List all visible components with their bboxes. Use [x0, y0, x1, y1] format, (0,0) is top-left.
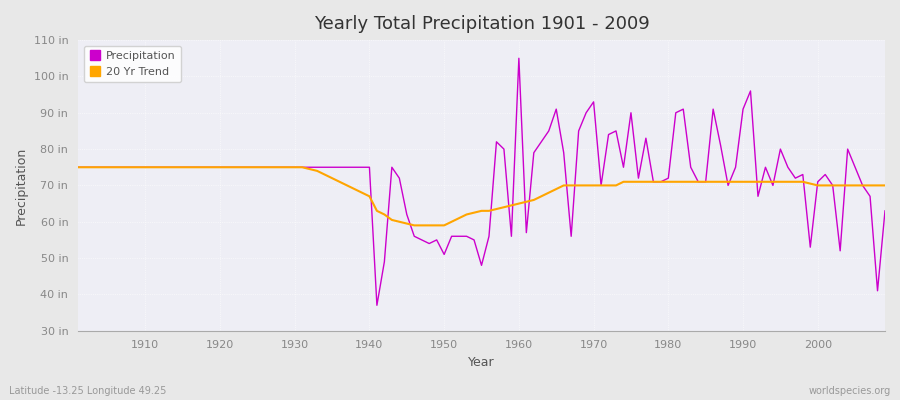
- Legend: Precipitation, 20 Yr Trend: Precipitation, 20 Yr Trend: [84, 46, 181, 82]
- Text: Latitude -13.25 Longitude 49.25: Latitude -13.25 Longitude 49.25: [9, 386, 166, 396]
- Y-axis label: Precipitation: Precipitation: [15, 146, 28, 224]
- X-axis label: Year: Year: [468, 356, 495, 369]
- Title: Yearly Total Precipitation 1901 - 2009: Yearly Total Precipitation 1901 - 2009: [313, 15, 650, 33]
- Text: worldspecies.org: worldspecies.org: [809, 386, 891, 396]
